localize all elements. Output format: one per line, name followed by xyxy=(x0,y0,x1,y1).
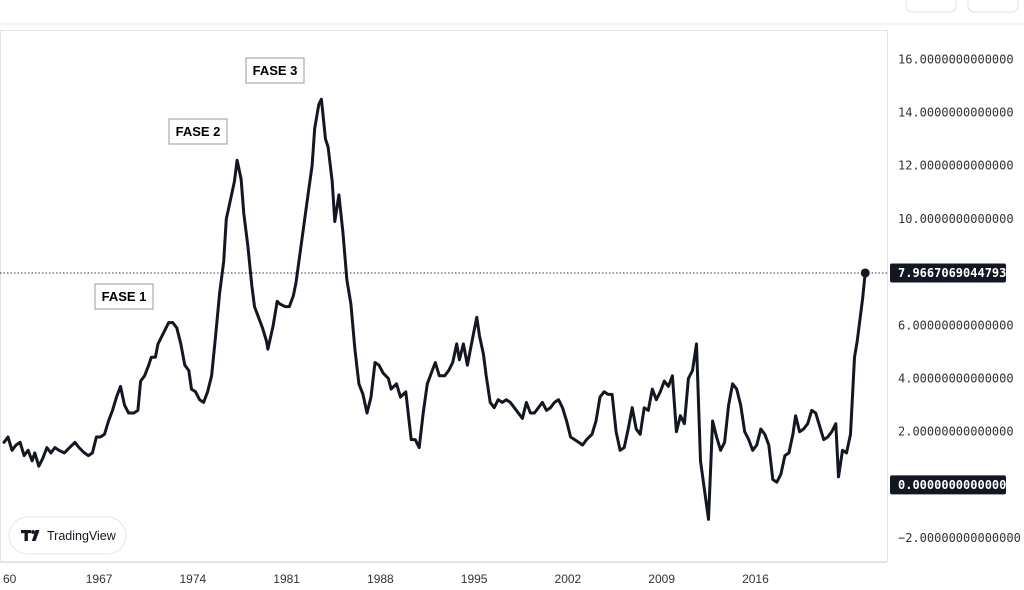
svg-text:7.96670690447932: 7.96670690447932 xyxy=(898,266,1014,280)
tradingview-logo[interactable]: TradingView xyxy=(8,516,127,555)
y-tick-label: 16.0000000000000 xyxy=(898,52,1014,66)
phase-label: FASE 2 xyxy=(168,118,228,145)
series-line xyxy=(2,97,867,521)
toolbar-button[interactable] xyxy=(967,0,1019,13)
x-tick-label: 1967 xyxy=(86,572,113,586)
tradingview-icon xyxy=(21,530,40,541)
x-tick-label: 1981 xyxy=(273,572,300,586)
svg-text:0.00000000000000: 0.00000000000000 xyxy=(898,478,1014,492)
last-point xyxy=(860,268,870,278)
phase-annotations: FASE 1 FASE 2 FASE 3 xyxy=(94,57,305,310)
y-tick-label: 4.00000000000000 xyxy=(898,371,1014,385)
y-tick-label: 12.0000000000000 xyxy=(898,159,1014,173)
phase-label-text: FASE 1 xyxy=(102,289,147,304)
logo-pill xyxy=(8,516,127,555)
logo-text: TradingView xyxy=(47,529,117,543)
x-tick-label: 60 xyxy=(3,572,17,586)
x-tick-label: 2002 xyxy=(555,572,582,586)
x-tick-label: 2009 xyxy=(648,572,675,586)
y-tick-label: 14.0000000000000 xyxy=(898,105,1014,119)
x-tick-label: 1995 xyxy=(461,572,488,586)
y-tick-label: 6.00000000000000 xyxy=(898,318,1014,332)
price-axis[interactable]: 16.0000000000000 14.0000000000000 12.00000… xyxy=(898,52,1021,545)
zero-value-badge: 0.00000000000000 xyxy=(890,475,1014,495)
time-axis[interactable]: 60 1967 1974 1981 1988 1995 2002 2009 2016 xyxy=(3,572,769,586)
phase-label-text: FASE 2 xyxy=(176,124,221,139)
toolbar-button[interactable] xyxy=(905,0,957,13)
x-tick-label: 1974 xyxy=(180,572,207,586)
phase-label-text: FASE 3 xyxy=(253,63,298,78)
phase-label: FASE 1 xyxy=(94,283,154,310)
phase-label: FASE 3 xyxy=(245,57,305,84)
y-tick-label: 10.0000000000000 xyxy=(898,212,1014,226)
y-tick-label: 2.00000000000000 xyxy=(898,425,1014,439)
x-tick-label: 2016 xyxy=(742,572,769,586)
last-value-badge: 7.96670690447932 xyxy=(890,263,1014,283)
y-tick-label: −2.00000000000000 xyxy=(898,531,1021,545)
x-tick-label: 1988 xyxy=(367,572,394,586)
